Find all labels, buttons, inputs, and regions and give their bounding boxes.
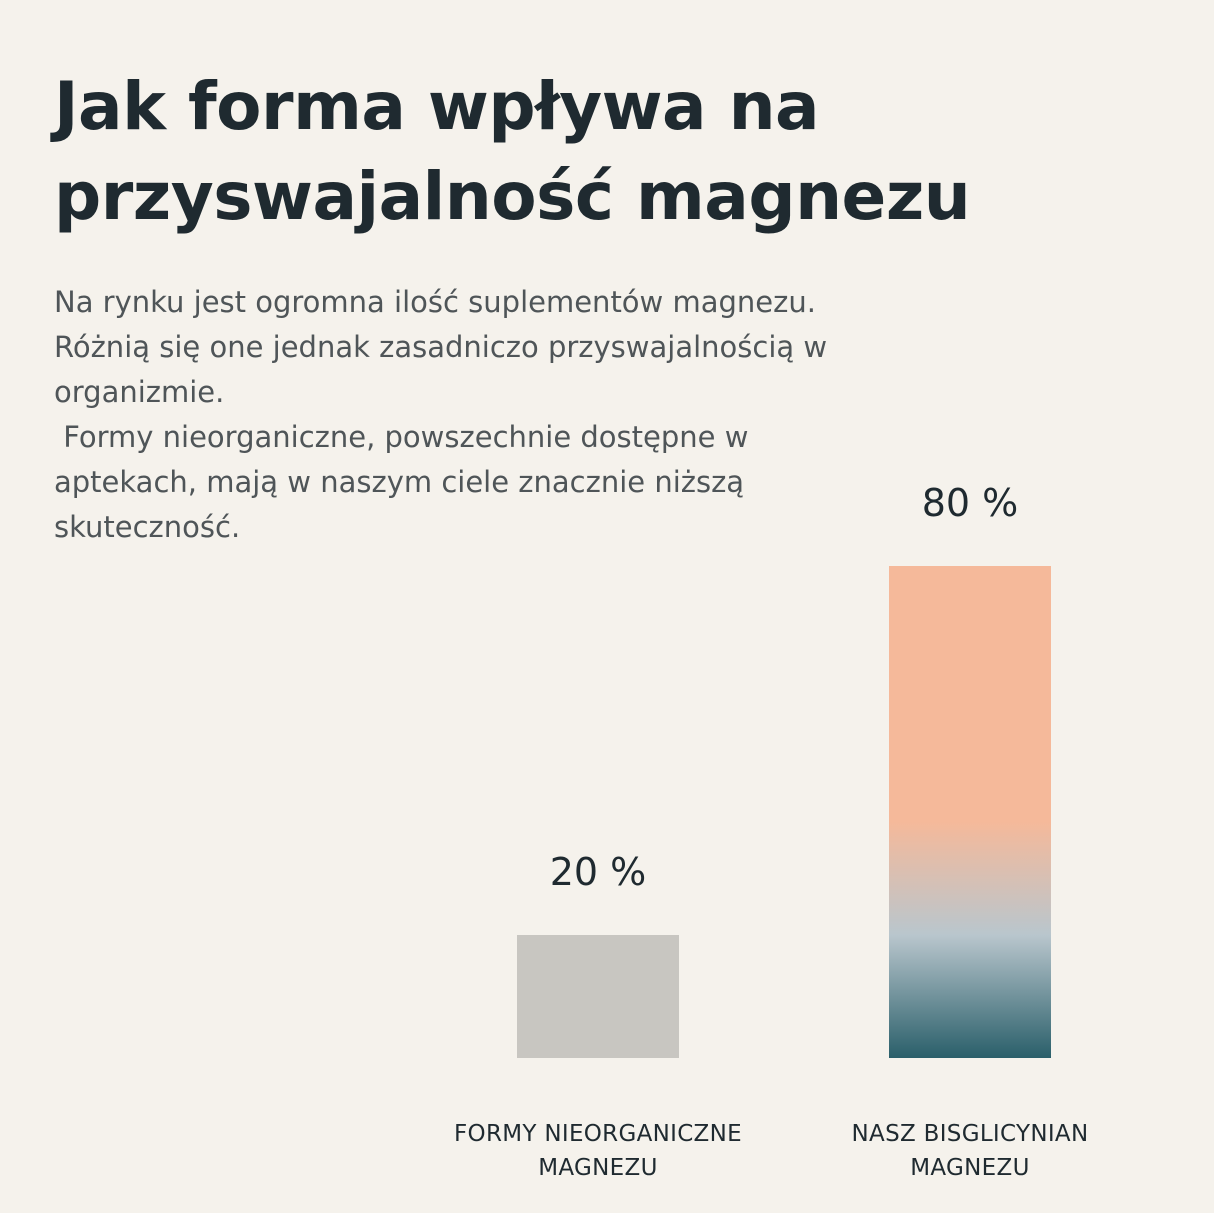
- description-line-5: aptekach, mają w naszym ciele znacznie n…: [54, 465, 745, 499]
- category-label-1-line-1: FORMY NIEORGANICZNE: [454, 1121, 742, 1147]
- title-line-2: przyswajalność magnezu: [54, 158, 971, 235]
- title-line-1: Jak forma wpływa na: [54, 68, 820, 145]
- description-line-3: organizmie.: [54, 375, 225, 409]
- description: Na rynku jest ogromna ilość suplementów …: [54, 280, 954, 550]
- description-line-1: Na rynku jest ogromna ilość suplementów …: [54, 285, 816, 319]
- value-label-2: 80 %: [922, 481, 1019, 525]
- value-label-1: 20 %: [550, 850, 647, 894]
- category-label-1-line-2: MAGNEZU: [538, 1155, 657, 1181]
- bar-1: [517, 935, 679, 1058]
- bar-2: [889, 566, 1051, 1058]
- page-title: Jak forma wpływa na przyswajalność magne…: [54, 62, 1054, 242]
- description-line-6: skuteczność.: [54, 510, 241, 544]
- category-label-2-line-2: MAGNEZU: [910, 1155, 1029, 1181]
- description-line-4: Formy nieorganiczne, powszechnie dostępn…: [54, 420, 749, 454]
- description-line-2: Różnią się one jednak zasadniczo przyswa…: [54, 330, 828, 364]
- category-label-2-line-1: NASZ BISGLICYNIAN: [852, 1121, 1089, 1147]
